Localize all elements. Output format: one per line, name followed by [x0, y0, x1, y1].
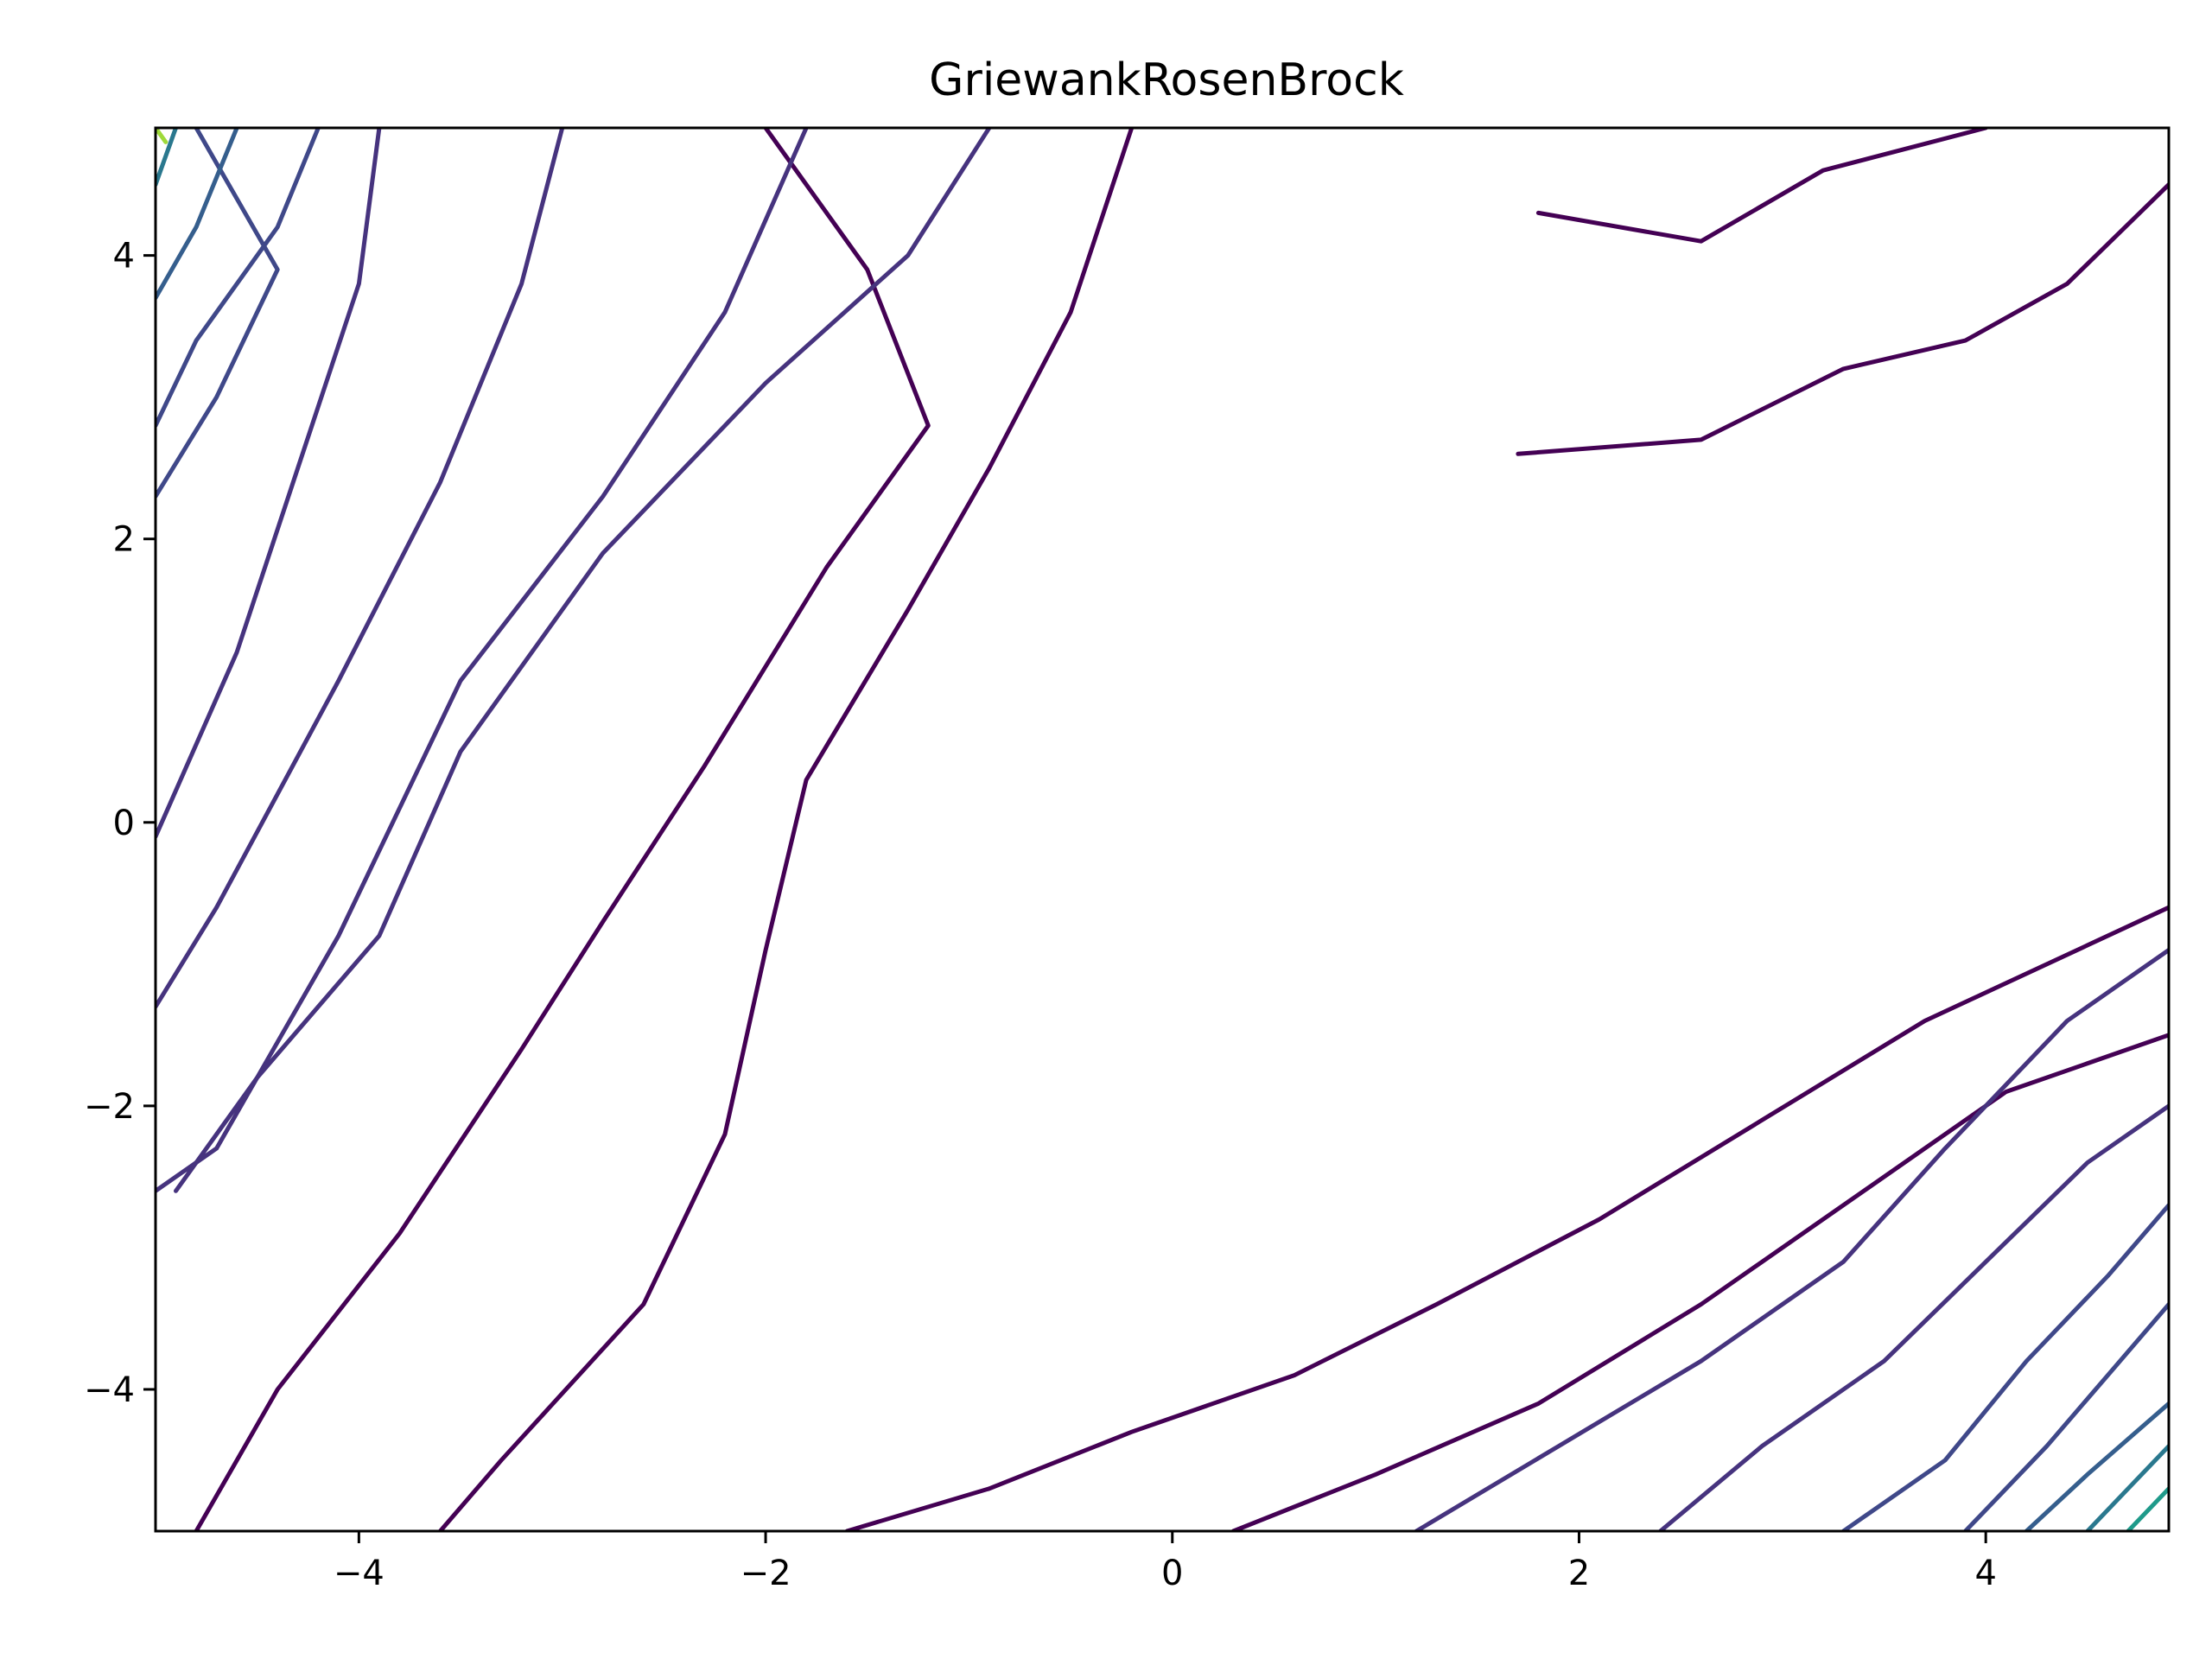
contour-line-level-1: [1535, 128, 1988, 244]
contour-line-level-4: [156, 128, 239, 301]
contour-line-level-5: [2085, 1444, 2169, 1531]
contour-line-level-4: [2024, 1401, 2169, 1531]
x-tick-label: 4: [1974, 1554, 1996, 1593]
contour-line-level-1: [1230, 1033, 2169, 1531]
contour-line-level-2: [1414, 947, 2169, 1531]
contour-line-level-1: [844, 905, 2169, 1531]
contour-line-level-2: [174, 128, 992, 1193]
contour-line-level-5: [156, 128, 178, 188]
y-tick-label: −4: [84, 1370, 135, 1410]
plot-area: [156, 128, 2169, 1531]
x-tick-label: 0: [1161, 1554, 1183, 1593]
y-tick-label: 2: [113, 520, 135, 560]
x-tick-label: 2: [1568, 1554, 1590, 1593]
contour-line-level-1: [194, 128, 931, 1531]
contour-line-level-2: [156, 128, 565, 1009]
axes: −4 −2 0 2 4 −4 −2 0 2 4: [84, 126, 2171, 1593]
y-tick-label: 4: [113, 237, 135, 276]
contour-line-level-2: [1658, 1103, 2169, 1531]
plot-frame: [154, 126, 2171, 1533]
y-tick-label: −2: [84, 1087, 135, 1127]
contour-line-level-7: [156, 128, 168, 144]
x-tick-label: −2: [741, 1554, 791, 1593]
contour-line-level-3: [1963, 1302, 2169, 1531]
chart-title: GriewankRosenBrock: [929, 54, 1404, 106]
contour-line-level-1: [1516, 182, 2169, 456]
contour-line-level-3: [156, 128, 321, 428]
contour-line-level-6: [2126, 1486, 2169, 1531]
contour-line-level-3: [1840, 1203, 2169, 1531]
x-tick-label: −4: [334, 1554, 385, 1593]
y-tick-label: 0: [113, 804, 135, 843]
contour-line-level-2: [156, 128, 382, 839]
contour-line-level-1: [438, 128, 1135, 1531]
contour-line-level-3: [156, 128, 280, 499]
contour-line-level-2: [156, 128, 809, 1193]
